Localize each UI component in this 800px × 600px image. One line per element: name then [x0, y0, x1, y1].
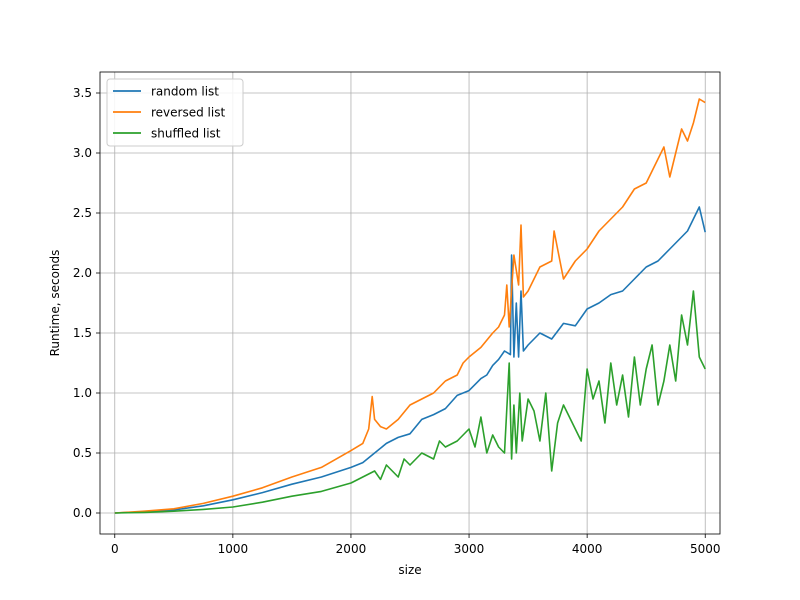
y-tick-label: 2.0	[73, 266, 92, 280]
y-tick-label: 1.5	[73, 326, 92, 340]
x-tick-label: 3000	[454, 542, 485, 556]
x-tick-label: 0	[111, 542, 119, 556]
plot-frame	[99, 71, 721, 535]
x-tick-label: 4000	[572, 542, 603, 556]
y-tick-label: 0.0	[73, 506, 92, 520]
x-axis-label: size	[398, 563, 421, 577]
y-tick-label: 3.5	[73, 86, 92, 100]
series-line-1	[114, 98, 706, 514]
legend-box	[106, 78, 244, 147]
y-tick-label: 2.5	[73, 206, 92, 220]
axis-ticks: 0 1000 2000 3000 4000 5000 0.0 0.5 1.0 1.5 2.0 2.5 3…	[73, 86, 721, 556]
legend-label-2: shuffled list	[151, 127, 221, 141]
series-lines	[114, 98, 706, 514]
y-tick-label: 0.5	[73, 446, 92, 460]
y-tick-label: 3.0	[73, 146, 92, 160]
series-line-2	[114, 290, 706, 514]
grid	[100, 72, 720, 534]
y-tick-label: 1.0	[73, 386, 92, 400]
legend-label-1: reversed list	[151, 106, 225, 120]
x-tick-label: 1000	[218, 542, 249, 556]
legend: random list reversed list shuffled list	[106, 78, 244, 147]
legend-label-0: random list	[151, 85, 219, 99]
x-tick-label: 5000	[690, 542, 721, 556]
y-axis-label: Runtime, seconds	[48, 250, 62, 357]
series-line-0	[114, 206, 706, 514]
x-tick-label: 2000	[336, 542, 367, 556]
